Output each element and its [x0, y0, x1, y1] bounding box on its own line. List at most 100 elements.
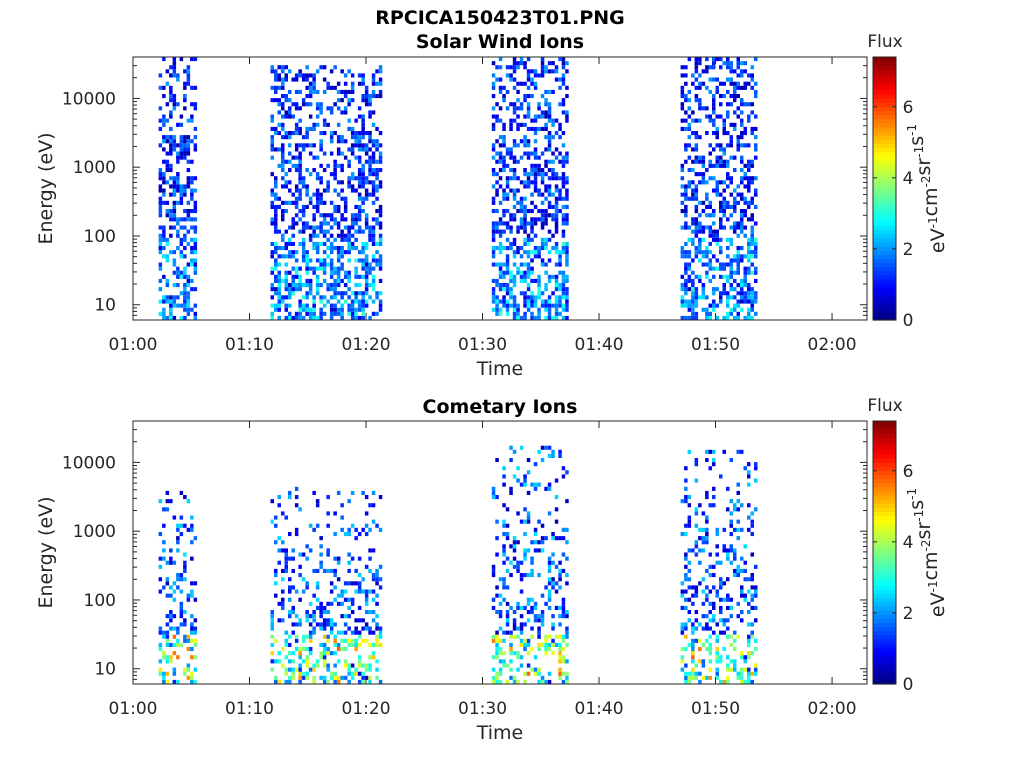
flux-cell [544, 283, 548, 288]
flux-cell [179, 532, 184, 537]
flux-cell [336, 490, 341, 495]
flux-cell [347, 667, 351, 672]
flux-cell [544, 307, 548, 312]
flux-cell [705, 106, 709, 111]
flux-cell [364, 287, 369, 292]
flux-cell [687, 675, 692, 680]
flux-cell [736, 311, 740, 316]
flux-cell [540, 237, 545, 242]
flux-cell [361, 200, 365, 205]
colorbar-step [873, 478, 896, 484]
flux-cell [747, 287, 751, 292]
flux-cell [747, 634, 751, 639]
flux-cell [743, 254, 747, 259]
flux-cell [519, 519, 524, 524]
flux-cell [687, 114, 692, 119]
flux-cell [526, 57, 531, 62]
flux-cell [179, 515, 184, 520]
flux-cell [733, 507, 737, 512]
flux-cell [281, 200, 285, 205]
flux-cell [498, 250, 503, 255]
flux-cell [509, 176, 513, 181]
flux-cell [694, 204, 699, 209]
flux-cell [523, 478, 527, 483]
flux-cell [705, 65, 709, 70]
flux-cell [694, 299, 699, 304]
flux-cell [743, 69, 747, 74]
flux-cell [708, 151, 712, 156]
flux-cell [554, 217, 559, 222]
flux-cell [565, 287, 569, 292]
flux-cell [698, 581, 702, 586]
colorbar-step [873, 527, 896, 533]
flux-cell [281, 106, 285, 111]
flux-cell [565, 204, 569, 209]
flux-cell [305, 266, 309, 271]
flux-cell [329, 69, 334, 74]
flux-cell [722, 647, 726, 652]
flux-cell [512, 474, 517, 479]
flux-cell [547, 597, 552, 602]
flux-cell [308, 283, 313, 288]
flux-cell [509, 295, 513, 300]
flux-cell [554, 77, 559, 82]
flux-cell [540, 168, 545, 173]
flux-cell [544, 163, 548, 168]
flux-cell [740, 503, 744, 508]
flux-cell [547, 200, 552, 205]
flux-cell [516, 466, 520, 471]
flux-cell [169, 560, 173, 565]
flux-cell [298, 159, 302, 164]
flux-cell [179, 196, 184, 201]
flux-cell [322, 295, 327, 300]
flux-cell [694, 544, 699, 549]
flux-cell [715, 89, 719, 94]
flux-cell [169, 614, 173, 619]
flux-cell [526, 283, 531, 288]
flux-cell [684, 556, 688, 561]
flux-cell [684, 303, 688, 308]
flux-cell [291, 287, 295, 292]
flux-cell [495, 651, 499, 656]
flux-cell [326, 254, 330, 259]
flux-cell [371, 89, 376, 94]
flux-cell [350, 188, 355, 193]
flux-cell [554, 278, 559, 283]
colorbar-step [873, 110, 896, 116]
flux-cell [183, 523, 187, 528]
flux-cell [747, 651, 751, 656]
flux-cell [375, 634, 379, 639]
flux-cell [561, 605, 566, 610]
flux-cell [312, 667, 316, 672]
flux-cell [729, 266, 733, 271]
flux-cell [190, 638, 194, 643]
flux-cell [347, 237, 351, 242]
flux-cell [701, 601, 706, 606]
flux-cell [498, 601, 503, 606]
flux-cell [509, 630, 513, 635]
flux-cell [162, 299, 166, 304]
flux-cell [378, 204, 383, 209]
flux-cell [322, 151, 327, 156]
flux-cell [193, 135, 198, 140]
flux-cell [736, 303, 740, 308]
flux-cell [371, 143, 376, 148]
flux-cell [343, 237, 348, 242]
flux-cell [298, 667, 302, 672]
flux-cell [740, 527, 744, 532]
flux-cell [495, 114, 499, 119]
flux-cell [722, 196, 726, 201]
flux-cell [350, 581, 355, 586]
colorbar-step [873, 233, 896, 239]
flux-cell [354, 647, 358, 652]
flux-cell [179, 523, 184, 528]
flux-cell [729, 143, 733, 148]
flux-cell [565, 540, 569, 545]
flux-cell [340, 196, 344, 201]
flux-cell [315, 274, 320, 279]
flux-cell [277, 204, 281, 209]
flux-cell [319, 110, 323, 115]
flux-cell [312, 295, 316, 300]
flux-cell [371, 651, 376, 656]
flux-cell [186, 311, 191, 316]
